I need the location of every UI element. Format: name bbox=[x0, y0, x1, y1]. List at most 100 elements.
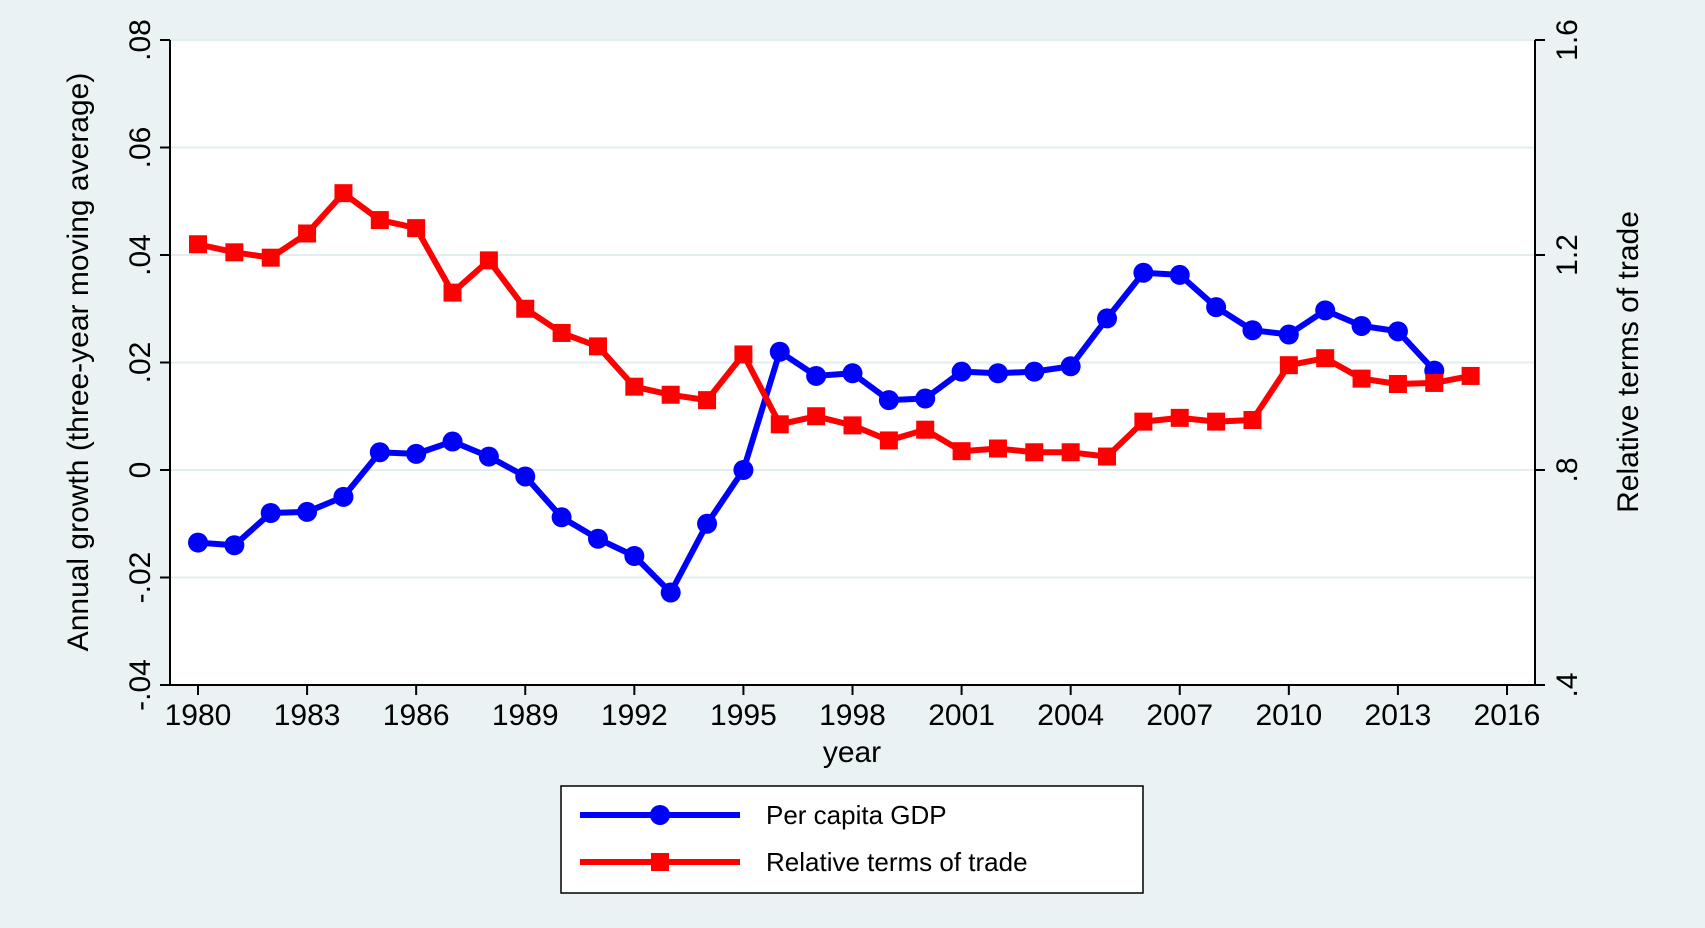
data-point-gdp bbox=[1315, 300, 1336, 321]
data-point-gdp bbox=[188, 532, 208, 553]
data-point-gdp bbox=[842, 363, 863, 384]
data-point-gdp bbox=[733, 460, 754, 480]
left-y-tick-label: -.04 bbox=[124, 659, 157, 711]
data-point-gdp bbox=[1133, 262, 1154, 283]
gridlines bbox=[170, 39, 1535, 579]
data-point-terms-of-trade bbox=[1461, 366, 1480, 385]
left-y-tick-label: -.02 bbox=[124, 552, 157, 604]
data-point-gdp bbox=[224, 535, 245, 556]
data-point-terms-of-trade bbox=[407, 219, 426, 238]
data-point-terms-of-trade bbox=[1425, 373, 1444, 392]
data-point-terms-of-trade bbox=[1134, 412, 1153, 431]
x-tick-label: 1986 bbox=[383, 699, 450, 732]
data-point-terms-of-trade bbox=[734, 345, 753, 364]
legend-label-gdp: Per capita GDP bbox=[766, 800, 947, 830]
legend-label-tot: Relative terms of trade bbox=[766, 847, 1028, 877]
data-point-gdp bbox=[1024, 361, 1045, 382]
data-point-gdp bbox=[1060, 356, 1081, 377]
data-point-gdp bbox=[1242, 320, 1263, 341]
data-point-terms-of-trade bbox=[843, 416, 862, 435]
x-axis-title: year bbox=[823, 736, 881, 769]
data-point-terms-of-trade bbox=[625, 377, 644, 396]
data-point-terms-of-trade bbox=[661, 385, 680, 404]
right-y-axis-title: Relative terms of trade bbox=[1612, 211, 1645, 513]
data-point-gdp bbox=[297, 501, 318, 522]
data-point-terms-of-trade bbox=[1279, 356, 1298, 375]
data-point-gdp bbox=[442, 431, 463, 452]
x-tick-label: 1998 bbox=[819, 699, 886, 732]
data-point-terms-of-trade bbox=[552, 323, 571, 342]
data-point-gdp bbox=[806, 365, 827, 386]
data-point-gdp bbox=[551, 507, 572, 528]
data-point-terms-of-trade bbox=[1352, 369, 1371, 388]
x-tick-label: 2010 bbox=[1255, 699, 1322, 732]
data-point-gdp bbox=[878, 390, 899, 411]
legend-box bbox=[560, 785, 1144, 894]
data-point-terms-of-trade bbox=[952, 442, 971, 461]
data-point-gdp bbox=[1169, 264, 1190, 285]
data-point-terms-of-trade bbox=[879, 431, 898, 450]
left-y-tick-label: .06 bbox=[124, 127, 157, 169]
left-y-tick-label: .02 bbox=[124, 342, 157, 384]
right-y-tick-label: 1.2 bbox=[1551, 234, 1584, 276]
data-point-terms-of-trade bbox=[261, 248, 280, 267]
left-y-axis-ticks: -.04 -.02 0 .02 .04 .06 .08 bbox=[124, 19, 170, 711]
data-point-terms-of-trade bbox=[988, 439, 1007, 458]
data-point-gdp bbox=[587, 528, 608, 549]
data-point-gdp bbox=[1387, 321, 1408, 342]
data-point-gdp bbox=[515, 466, 536, 487]
legend: Per capita GDP Relative terms of trade bbox=[560, 785, 1144, 894]
data-point-terms-of-trade bbox=[1025, 443, 1044, 462]
data-point-gdp bbox=[624, 546, 645, 566]
data-point-terms-of-trade bbox=[1243, 411, 1262, 430]
data-point-gdp bbox=[769, 341, 790, 362]
data-point-terms-of-trade bbox=[1207, 412, 1226, 431]
data-point-gdp bbox=[1097, 308, 1118, 329]
data-point-gdp bbox=[1351, 315, 1372, 336]
x-tick-label: 1995 bbox=[710, 699, 777, 732]
data-point-terms-of-trade bbox=[225, 243, 244, 262]
x-tick-label: 2001 bbox=[928, 699, 995, 732]
legend-marker-tot bbox=[651, 853, 669, 871]
right-y-tick-label: .8 bbox=[1551, 457, 1584, 482]
x-tick-label: 1989 bbox=[492, 699, 559, 732]
data-point-terms-of-trade bbox=[298, 224, 317, 243]
data-point-terms-of-trade bbox=[1316, 349, 1335, 368]
data-point-terms-of-trade bbox=[516, 299, 535, 318]
data-point-gdp bbox=[697, 513, 718, 534]
x-tick-label: 2004 bbox=[1037, 699, 1104, 732]
data-point-gdp bbox=[260, 503, 281, 523]
x-tick-label: 2016 bbox=[1474, 699, 1541, 732]
data-point-gdp bbox=[660, 582, 681, 603]
data-point-gdp bbox=[478, 446, 499, 467]
x-tick-label: 1992 bbox=[601, 699, 668, 732]
data-point-terms-of-trade bbox=[698, 391, 717, 410]
left-y-axis-title: Annual growth (three-year moving average… bbox=[62, 73, 95, 652]
data-point-gdp bbox=[951, 361, 972, 382]
left-y-tick-label: .04 bbox=[124, 234, 157, 276]
data-point-gdp bbox=[1278, 324, 1299, 345]
data-point-terms-of-trade bbox=[443, 283, 462, 302]
data-point-terms-of-trade bbox=[1170, 408, 1189, 427]
data-point-terms-of-trade bbox=[588, 337, 607, 356]
data-point-gdp bbox=[333, 486, 354, 507]
data-point-terms-of-trade bbox=[479, 251, 498, 270]
x-tick-label: 2007 bbox=[1146, 699, 1213, 732]
left-y-tick-label: .08 bbox=[124, 19, 157, 61]
data-point-terms-of-trade bbox=[189, 235, 207, 254]
data-point-terms-of-trade bbox=[1061, 443, 1080, 462]
data-point-terms-of-trade bbox=[1098, 447, 1117, 466]
x-axis-ticks: 1980 1983 1986 1989 1992 1995 1998 2001 2004 2007… bbox=[165, 685, 1541, 732]
data-point-gdp bbox=[915, 388, 936, 409]
data-point-gdp bbox=[406, 443, 427, 464]
series-layer bbox=[188, 184, 1480, 603]
data-point-terms-of-trade bbox=[1388, 375, 1407, 393]
data-point-terms-of-trade bbox=[370, 211, 389, 230]
data-point-gdp bbox=[369, 442, 390, 463]
data-point-terms-of-trade bbox=[916, 420, 935, 439]
right-y-tick-label: .4 bbox=[1551, 672, 1584, 697]
data-point-terms-of-trade bbox=[334, 184, 353, 203]
right-y-axis-ticks: .4 .8 1.2 1.6 bbox=[1535, 19, 1584, 698]
